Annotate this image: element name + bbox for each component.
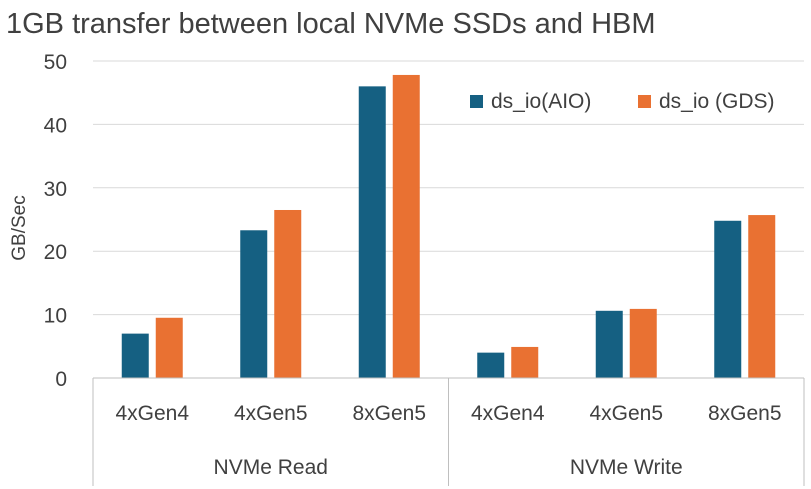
y-tick-label: 20 — [44, 241, 67, 264]
bar-aio-3 — [477, 352, 505, 378]
y-axis-label: GB/Sec — [9, 195, 30, 260]
y-tick-label: 40 — [44, 114, 67, 137]
x-tick-label: 8xGen5 — [352, 402, 426, 425]
bar-aio-5 — [714, 220, 742, 378]
bar-gds-2 — [392, 74, 420, 378]
bars — [121, 74, 776, 379]
y-tick-label: 30 — [44, 178, 67, 201]
bar-gds-1 — [274, 209, 302, 378]
x-tick-label: 4xGen4 — [115, 402, 189, 425]
bar-gds-4 — [629, 308, 657, 378]
x-tick-label: 4xGen5 — [234, 402, 308, 425]
y-tick-label: 0 — [55, 368, 67, 391]
x-axis: 4xGen4 4xGen5 8xGen5 4xGen4 4xGen5 8xGen5 NVMe… — [92, 377, 805, 486]
bar-gds-0 — [155, 317, 183, 378]
legend-label: ds_io (GDS) — [659, 90, 775, 113]
bar-gds-5 — [748, 215, 776, 378]
legend-swatch — [470, 95, 483, 108]
group-label: NVMe Write — [570, 456, 683, 479]
bar-gds-3 — [511, 346, 539, 378]
x-tick-label: 4xGen5 — [589, 402, 663, 425]
bar-aio-4 — [595, 310, 623, 378]
y-tick-label: 50 — [44, 51, 67, 74]
chart-title: 1GB transfer between local NVMe SSDs and… — [6, 8, 656, 40]
legend: ds_io(AIO) ds_io (GDS) — [470, 90, 775, 113]
y-tick-label: 10 — [44, 305, 67, 328]
grid-lines — [93, 60, 804, 316]
x-tick-label: 8xGen5 — [708, 402, 782, 425]
bar-aio-0 — [121, 333, 149, 378]
legend-label: ds_io(AIO) — [491, 90, 591, 113]
y-axis-ticks: 0 10 20 30 40 50 — [44, 51, 67, 391]
bar-aio-1 — [240, 230, 268, 378]
legend-swatch — [638, 95, 651, 108]
bar-aio-2 — [358, 86, 386, 379]
group-label: NVMe Read — [214, 456, 328, 479]
x-tick-label: 4xGen4 — [471, 402, 545, 425]
